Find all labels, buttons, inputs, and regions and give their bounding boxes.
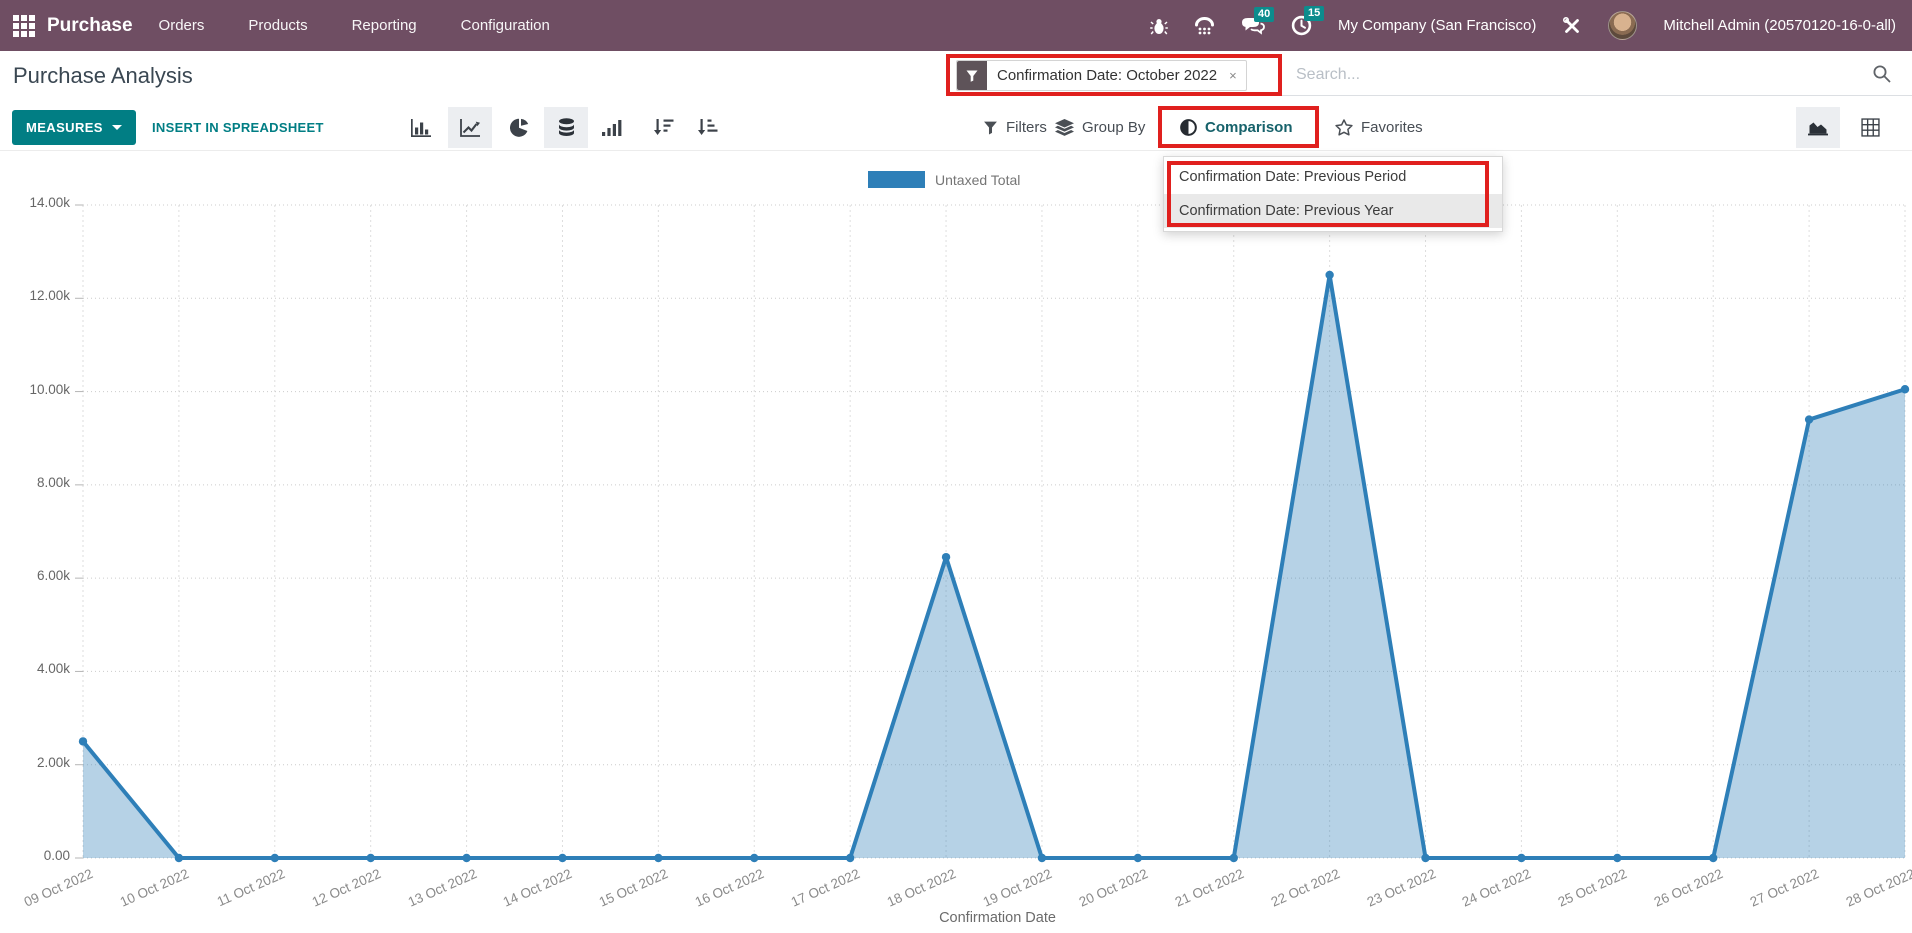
search-facet[interactable]: Confirmation Date: October 2022 × [956, 60, 1247, 91]
star-icon [1335, 119, 1353, 136]
messages-badge: 40 [1253, 7, 1275, 22]
tools-icon[interactable] [1562, 16, 1582, 36]
user-avatar[interactable] [1608, 11, 1638, 40]
adjust-half-circle-icon [1180, 119, 1197, 136]
menu-item-previous-period[interactable]: Confirmation Date: Previous Period [1179, 169, 1407, 185]
comparison-button[interactable]: Comparison [1180, 107, 1293, 148]
favorites-button[interactable]: Favorites [1335, 107, 1423, 148]
top-menu: Orders Products Reporting Configuration [159, 17, 550, 34]
top-navbar: Purchase Orders Products Reporting Confi… [0, 0, 1912, 51]
menu-products[interactable]: Products [248, 17, 308, 34]
messages-icon[interactable]: 40 [1241, 7, 1275, 35]
y-axis-tick-label: 4.00k [36, 661, 70, 677]
activities-badge: 15 [1303, 6, 1325, 21]
area-chart[interactable] [75, 195, 1912, 870]
y-axis-tick-label: 10.00k [29, 381, 70, 397]
app-name[interactable]: Purchase [47, 14, 133, 36]
bar-chart-icon[interactable] [399, 107, 443, 148]
y-axis-tick-label: 6.00k [36, 568, 70, 584]
x-axis-title: Confirmation Date [939, 910, 1056, 926]
sort-desc-icon[interactable] [642, 107, 686, 148]
facet-remove-icon[interactable]: × [1229, 68, 1237, 83]
company-switcher[interactable]: My Company (San Francisco) [1337, 17, 1537, 34]
voip-phone-icon[interactable] [1194, 16, 1215, 35]
activities-clock-icon[interactable]: 15 [1291, 6, 1325, 36]
y-axis-tick-label: 0.00 [43, 848, 70, 863]
y-axis-tick-label: 12.00k [29, 288, 70, 304]
page-title: Purchase Analysis [13, 63, 193, 88]
pivot-view-icon[interactable] [1848, 107, 1892, 148]
y-axis-tick-label: 2.00k [36, 754, 70, 770]
filters-button[interactable]: Filters [983, 107, 1047, 148]
menu-reporting[interactable]: Reporting [351, 17, 417, 34]
caret-down-icon [111, 125, 122, 130]
area-chart-view-icon[interactable] [1796, 107, 1840, 148]
x-axis-label: 09 Oct 2022 [21, 866, 96, 910]
chart-legend[interactable]: Untaxed Total [868, 171, 1020, 188]
cumulative-signal-icon[interactable] [590, 107, 634, 148]
line-chart-icon[interactable] [448, 107, 492, 148]
search-icon[interactable] [1872, 64, 1892, 89]
facet-label: Confirmation Date: October 2022 [997, 67, 1218, 84]
filter-facet-icon [957, 61, 987, 90]
comparison-dropdown-menu: Confirmation Date: Previous Period Confi… [1163, 156, 1503, 232]
layers-icon [1055, 119, 1074, 136]
menu-configuration[interactable]: Configuration [460, 17, 550, 34]
stacked-icon[interactable] [544, 107, 588, 148]
menu-item-previous-year[interactable]: Confirmation Date: Previous Year [1164, 194, 1502, 228]
legend-swatch [868, 171, 925, 188]
apps-menu-icon[interactable] [13, 14, 35, 37]
user-menu[interactable]: Mitchell Admin (20570120-16-0-all) [1663, 17, 1896, 34]
search-input[interactable] [1296, 60, 1796, 90]
pie-chart-icon[interactable] [497, 107, 541, 148]
insert-in-spreadsheet-button[interactable]: INSERT IN SPREADSHEET [152, 110, 324, 145]
funnel-icon [984, 121, 997, 135]
y-axis-tick-label: 14.00k [29, 195, 70, 210]
search-bar: Confirmation Date: October 2022 × [946, 53, 1912, 96]
menu-orders[interactable]: Orders [158, 17, 205, 34]
panel-separator [0, 150, 1912, 151]
sort-asc-icon[interactable] [686, 107, 730, 148]
measures-button[interactable]: MEASURES [12, 110, 136, 145]
group-by-button[interactable]: Group By [1055, 107, 1145, 148]
debug-bug-icon[interactable] [1150, 17, 1168, 35]
systray: 40 15 My Company (San Francisco) Mitchel… [1150, 6, 1912, 40]
legend-label: Untaxed Total [935, 171, 1021, 188]
y-axis-tick-label: 8.00k [36, 474, 70, 490]
